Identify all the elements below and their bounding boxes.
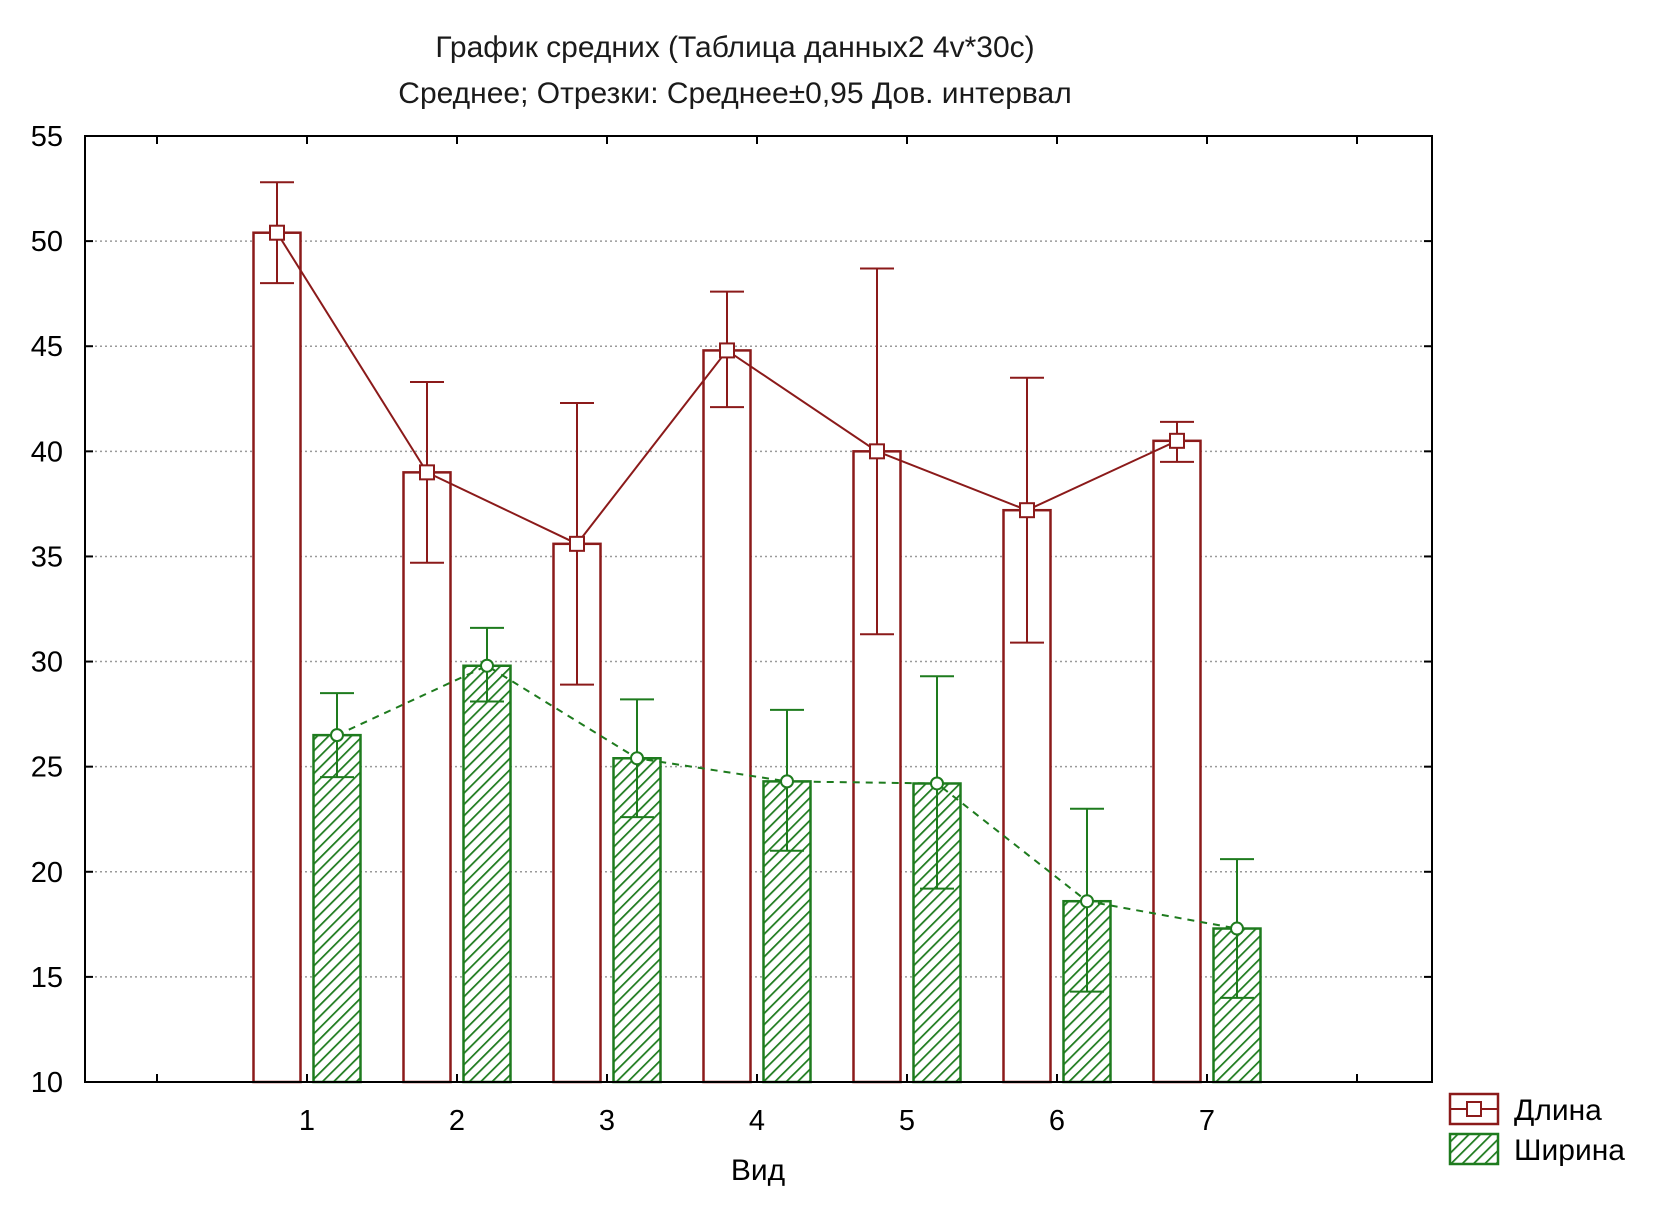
legend-swatch <box>1448 1132 1500 1166</box>
y-tick-label: 40 <box>31 436 63 468</box>
point <box>719 342 735 359</box>
bar <box>702 349 752 1084</box>
legend-marker <box>1466 1101 1482 1117</box>
point <box>419 464 435 481</box>
point <box>1019 502 1035 519</box>
legend-label: Длина <box>1514 1094 1602 1127</box>
bar <box>462 664 512 1084</box>
y-tick-label: 45 <box>31 331 63 363</box>
x-tick-label: 7 <box>1199 1105 1215 1137</box>
y-tick-label: 35 <box>31 541 63 573</box>
point <box>869 443 885 460</box>
point <box>330 728 344 743</box>
plot-frame <box>84 135 1433 1083</box>
y-axis-ticks: 10 15 20 25 30 35 40 45 50 55 <box>31 121 1432 1099</box>
point <box>930 776 944 791</box>
point <box>1230 921 1244 936</box>
x-axis-ticks: 1 2 3 4 5 6 7 <box>156 136 1358 1137</box>
x-axis-label: Вид <box>731 1154 785 1187</box>
y-tick-label: 55 <box>31 121 63 153</box>
point <box>569 535 585 552</box>
legend-label: Ширина <box>1514 1134 1625 1167</box>
y-tick-label: 25 <box>31 752 63 784</box>
bars <box>252 231 1262 1084</box>
legend: Длина Ширина <box>1448 1092 1625 1167</box>
y-tick-label: 20 <box>31 857 63 889</box>
bar <box>252 231 302 1084</box>
point <box>1080 894 1094 909</box>
y-tick-label: 15 <box>31 962 63 994</box>
x-tick-label: 6 <box>1049 1105 1065 1137</box>
y-tick-label: 50 <box>31 226 63 258</box>
chart-title: График средних (Таблица данных2 4v*30c) <box>435 31 1034 64</box>
point <box>780 774 794 789</box>
point <box>1169 432 1185 449</box>
markers <box>269 224 1244 936</box>
bar <box>1152 439 1202 1084</box>
point <box>480 658 494 673</box>
x-tick-label: 5 <box>899 1105 915 1137</box>
x-tick-label: 4 <box>749 1105 765 1137</box>
bar <box>312 733 362 1084</box>
point <box>630 751 644 766</box>
bar <box>612 757 662 1084</box>
y-tick-label: 10 <box>31 1067 63 1099</box>
x-tick-label: 3 <box>599 1105 615 1137</box>
chart-subtitle: Среднее; Отрезки: Среднее±0,95 Дов. инте… <box>398 77 1071 110</box>
y-tick-label: 30 <box>31 647 63 679</box>
bar <box>402 471 452 1084</box>
x-tick-label: 1 <box>299 1105 315 1137</box>
point <box>269 224 285 241</box>
x-tick-label: 2 <box>449 1105 465 1137</box>
